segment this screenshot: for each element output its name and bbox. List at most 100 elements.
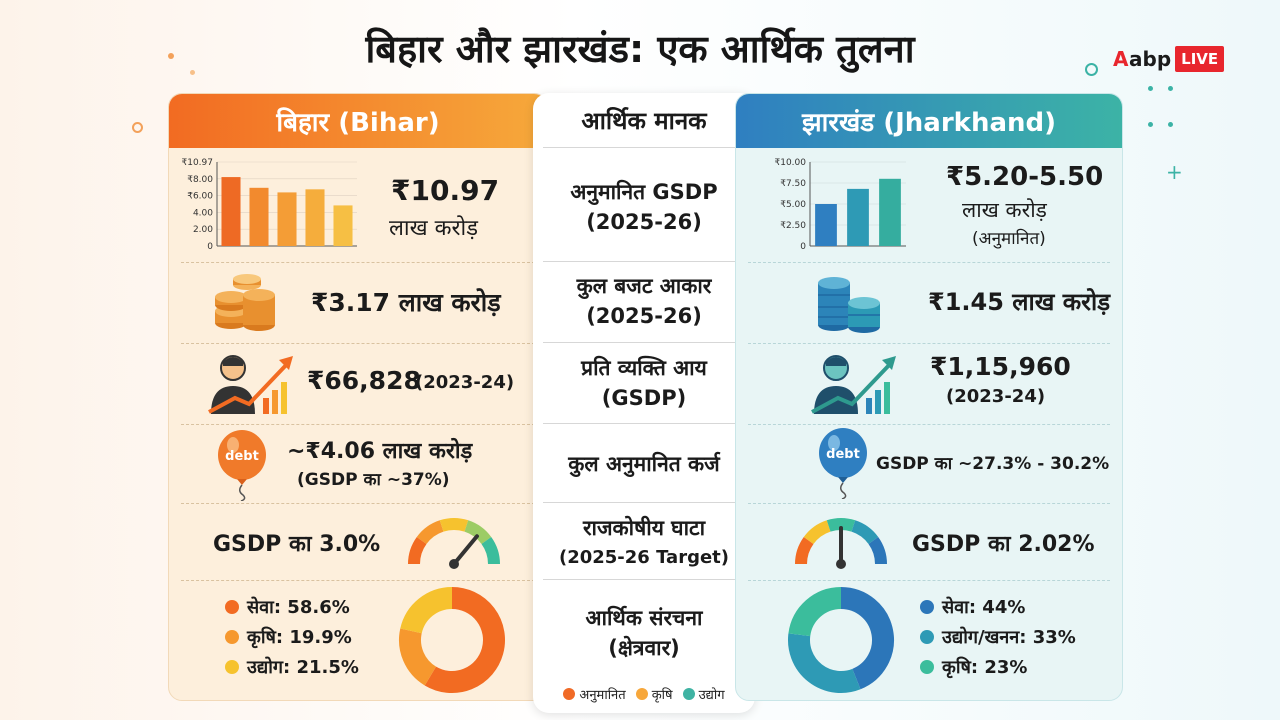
jharkhand-structure-legend-2: कृषि: 23%: [920, 655, 1027, 679]
debt-balloon-icon: debt: [218, 430, 266, 501]
decor-dot: [1148, 122, 1153, 127]
legend-dot: [920, 660, 934, 674]
divider: [543, 423, 745, 424]
bihar-budget-value: ₹3.17 लाख करोड़: [311, 288, 501, 317]
jharkhand-budget-value: ₹1.45 लाख करोड़: [928, 288, 1111, 316]
bihar-structure-label: सेवा: 58.6%: [247, 597, 350, 618]
bar: [333, 205, 353, 246]
bar: [879, 178, 901, 246]
jharkhand-structure-label: कृषि: 23%: [942, 657, 1028, 678]
page-title: बिहार और झारखंड: एक आर्थिक तुलना: [365, 27, 915, 71]
metric-label-line: (GSDP): [601, 386, 687, 410]
divider: [748, 343, 1110, 344]
center-legend-label: अनुमानित: [579, 688, 626, 703]
bihar-structure-label: उद्योग: 21.5%: [247, 657, 359, 678]
metric-label-line: (2025-26): [586, 304, 702, 328]
gauge-needle: [452, 534, 479, 566]
metric-label-line: (2025-26): [586, 210, 702, 234]
bihar-structure-row: सेवा: 58.6% कृषि: 19.9% उद्योग: 21.5%: [169, 581, 547, 700]
decor-ring: [1085, 63, 1098, 76]
coins-icon: [818, 277, 880, 333]
jharkhand-percapita-year: (2023-24): [946, 386, 1046, 407]
donut-slice: [424, 587, 505, 693]
divider: [748, 262, 1110, 263]
logo-abp-text: abp: [1129, 47, 1172, 71]
bihar-panel: बिहार (Bihar) ₹10.97 ₹8.00 ₹6.00 4.00 2.00 0 …: [168, 93, 548, 701]
metric-label-line: आर्थिक संरचना: [585, 606, 703, 630]
bar: [277, 192, 297, 246]
person-growth-icon: [208, 355, 293, 414]
y-tick-label: 4.00: [193, 208, 213, 218]
jharkhand-deficit-row: GSDP का 2.02%: [736, 504, 1122, 580]
y-tick-label: 0: [800, 242, 806, 252]
jharkhand-gsdp-row: ₹10.00 ₹7.50 ₹5.00 ₹2.50 0 ₹5.20-5.50 लाख कर…: [736, 148, 1122, 262]
bar: [815, 204, 837, 246]
bihar-percapita-row: ₹66,828 (2023-24): [169, 344, 547, 424]
jharkhand-gsdp-note: (अनुमानित): [972, 229, 1046, 249]
divider: [748, 580, 1110, 581]
bihar-percapita-year: (2023-24): [415, 372, 515, 393]
center-legend-item: कृषि: [635, 685, 673, 703]
bihar-structure-legend-1: कृषि: 19.9%: [225, 625, 352, 649]
divider: [543, 261, 745, 262]
decor-dot: [190, 70, 195, 75]
divider: [181, 503, 535, 504]
jharkhand-structure-label: सेवा: 44%: [942, 597, 1026, 618]
bihar-structure-donut: [399, 587, 505, 693]
jharkhand-header: झारखंड (Jharkhand): [736, 94, 1122, 148]
decor-dot: [168, 53, 174, 59]
divider: [543, 342, 745, 343]
metric-label-line: प्रति व्यक्ति आय: [581, 356, 707, 380]
jharkhand-gauge-icon: [795, 518, 887, 569]
jharkhand-percapita-value: ₹1,15,960: [930, 352, 1071, 381]
jharkhand-balloon-label: debt: [826, 447, 860, 462]
bihar-balloon-label: debt: [225, 449, 259, 464]
metric-label-line: अनुमानित GSDP: [570, 180, 718, 204]
divider: [748, 424, 1110, 425]
metric-label-line: राजकोषीय घाटा: [582, 516, 706, 540]
legend-dot: [920, 600, 934, 614]
donut-slice: [400, 587, 453, 634]
y-tick-label: ₹10.00: [775, 158, 807, 168]
metric-label-percapita: प्रति व्यक्ति आय (GSDP): [533, 353, 755, 413]
jharkhand-structure-donut: [788, 587, 894, 693]
gauge-segment: [851, 520, 879, 545]
bihar-deficit-row: GSDP का 3.0%: [169, 504, 547, 580]
legend-dot: [563, 688, 576, 700]
jharkhand-gsdp-value: ₹5.20-5.50: [946, 162, 1104, 192]
abp-live-logo[interactable]: A abp LIVE: [1113, 44, 1241, 74]
gauge-hub: [449, 559, 459, 569]
y-tick-label: ₹6.00: [187, 192, 213, 202]
bihar-gsdp-value: ₹10.97: [391, 174, 500, 207]
metrics-column: आर्थिक मानक अनुमानित GSDP (2025-26) कुल …: [533, 93, 755, 713]
center-legend-item: उद्योग: [682, 685, 725, 703]
gauge-segment: [408, 536, 427, 565]
divider: [181, 424, 535, 425]
donut-slice: [788, 633, 861, 693]
center-legend-label: उद्योग: [698, 688, 725, 703]
donut-slice: [840, 587, 894, 690]
metric-label-line: कुल बजट आकार: [576, 274, 712, 298]
bihar-structure-label: कृषि: 19.9%: [247, 627, 352, 648]
bar: [305, 189, 325, 246]
gauge-segment: [826, 518, 856, 532]
gauge-segment: [481, 536, 500, 565]
divider: [748, 503, 1110, 504]
jharkhand-debt-row: debt GSDP का ~27.3% - 30.2%: [736, 425, 1122, 503]
legend-dot: [920, 630, 934, 644]
donut-slice: [399, 628, 437, 686]
bihar-debt-value: ~₹4.06 लाख करोड़: [287, 439, 473, 464]
center-legend: अनुमानित कृषि उद्योग: [533, 685, 755, 703]
coins-icon: [215, 274, 275, 331]
bar: [249, 187, 269, 246]
decor-dot: [1148, 86, 1153, 91]
legend-dot: [225, 660, 239, 674]
y-tick-label: ₹2.50: [780, 221, 806, 231]
y-tick-label: ₹8.00: [187, 175, 213, 185]
bihar-debt-sub: (GSDP का ~37%): [297, 470, 450, 490]
metric-label-deficit: राजकोषीय घाटा (2025-26 Target): [533, 513, 755, 573]
legend-dot: [225, 600, 239, 614]
jharkhand-structure-label: उद्योग/खनन: 33%: [942, 627, 1076, 648]
logo-mark: A: [1113, 47, 1129, 71]
bar: [221, 177, 241, 246]
